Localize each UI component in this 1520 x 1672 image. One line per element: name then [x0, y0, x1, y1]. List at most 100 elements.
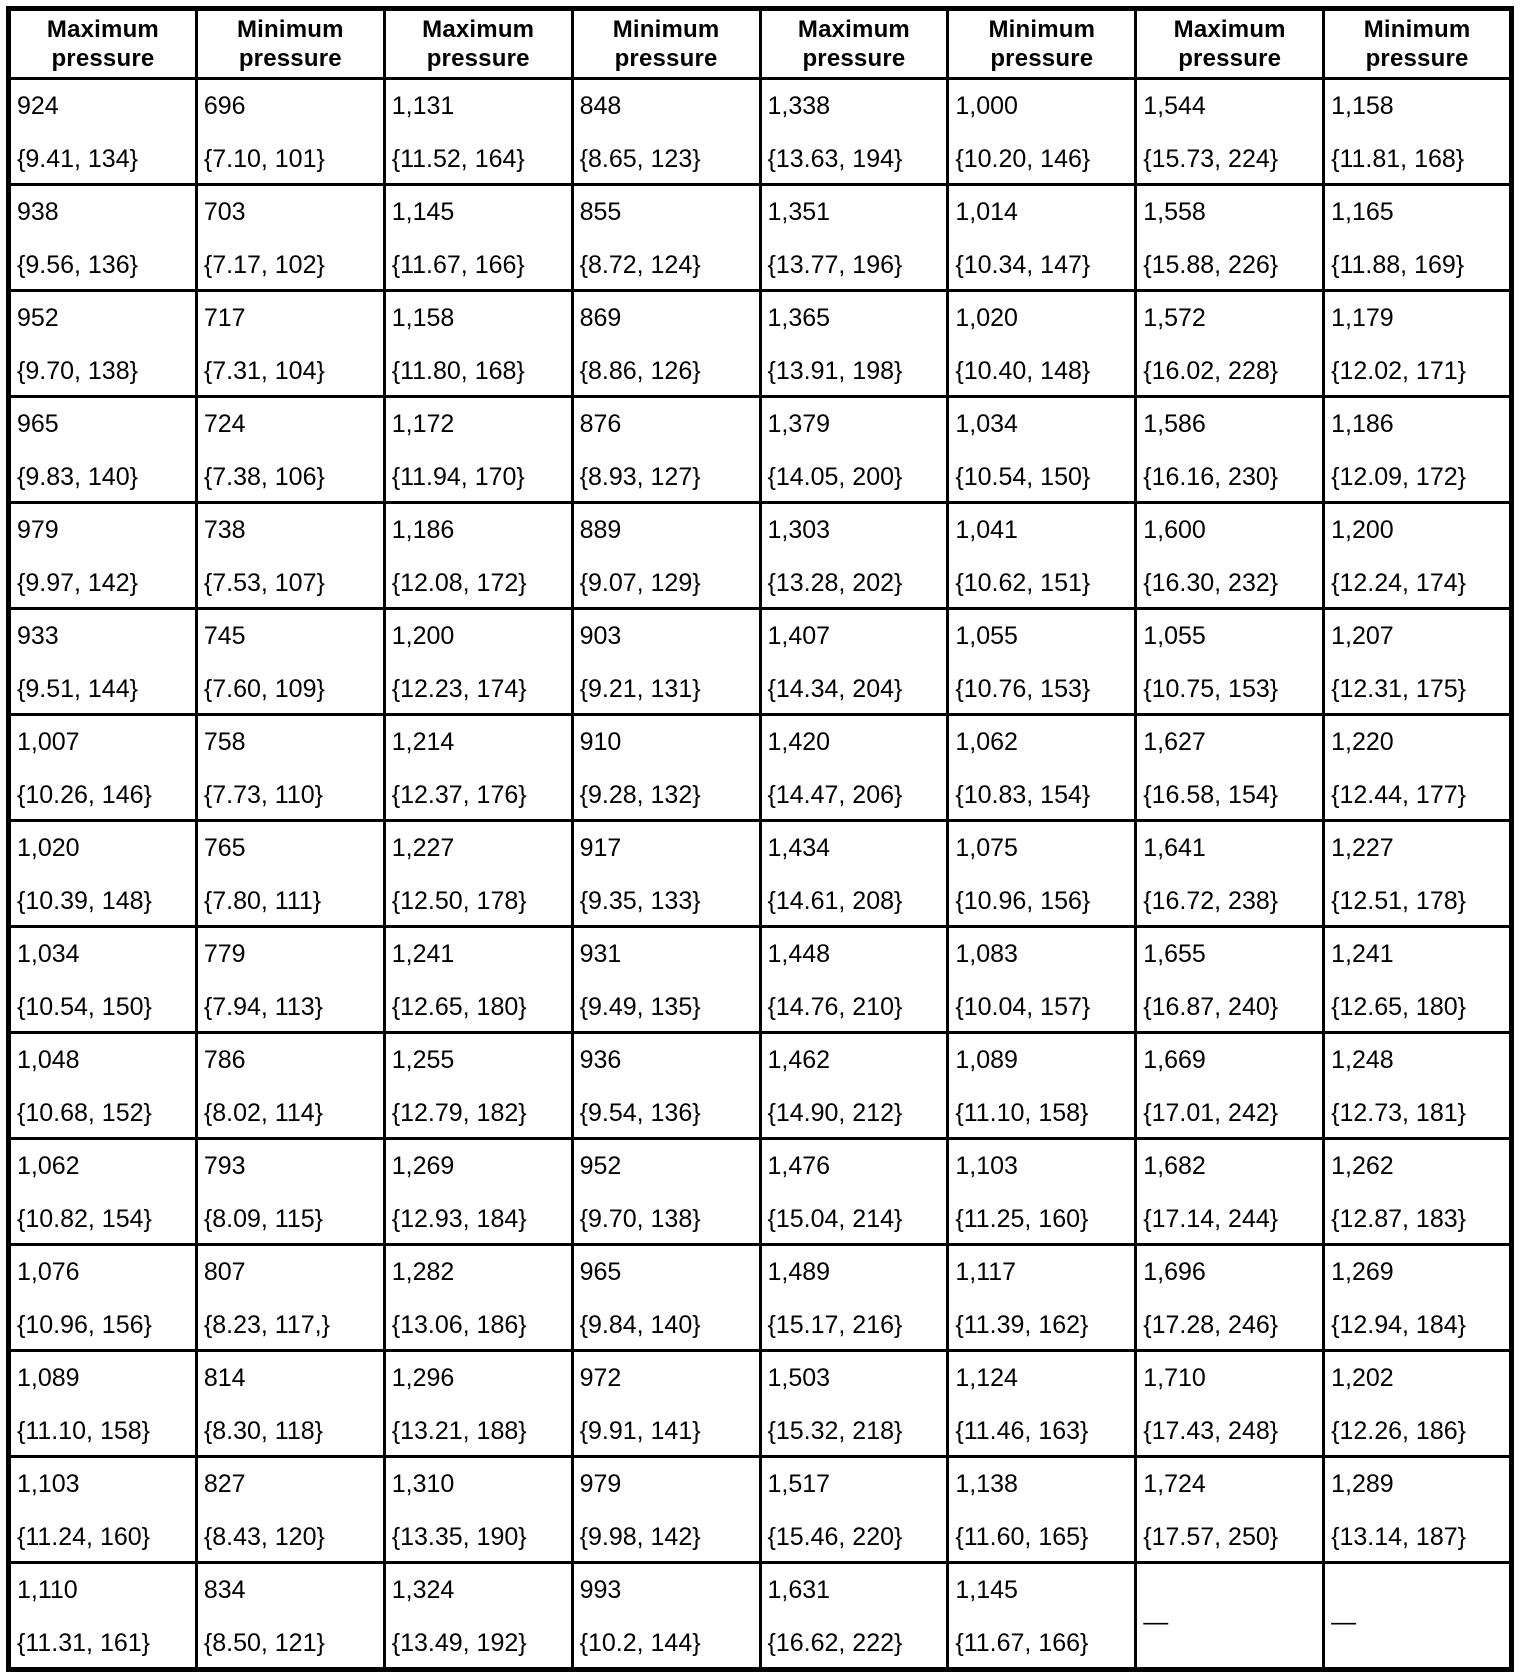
pressure-cell: 793 {8.09, 115}	[194, 1137, 386, 1246]
pressure-cell: 1,627 {16.58, 154}	[1134, 713, 1326, 822]
cell-value: 1,034	[955, 410, 1018, 438]
cell-value: 1,165	[1331, 198, 1394, 226]
cell-pair: {9.35, 133}	[579, 887, 701, 915]
pressure-cell: —	[1134, 1561, 1326, 1671]
cell-pair: {12.08, 172}	[391, 569, 527, 597]
cell-value: 1,007	[17, 728, 80, 756]
pressure-cell: 1,710 {17.43, 248}	[1134, 1349, 1326, 1458]
cell-value: 827	[203, 1470, 246, 1498]
pressure-cell: 993 {10.2, 144}	[570, 1561, 762, 1671]
cell-pair: {12.94, 184}	[1331, 1311, 1466, 1339]
pressure-cell: —	[1322, 1561, 1513, 1671]
cell-value: 1,020	[17, 834, 80, 862]
pressure-cell: 889 {9.07, 129}	[570, 501, 762, 610]
cell-pair: {13.06, 186}	[391, 1311, 527, 1339]
no-data-dash: —	[1143, 1608, 1169, 1636]
cell-value: 1,103	[17, 1470, 80, 1498]
cell-pair: {8.86, 126}	[579, 357, 701, 385]
cell-pair: {10.54, 150}	[955, 463, 1091, 491]
cell-value: 1,075	[955, 834, 1018, 862]
pressure-cell: 1,489 {15.17, 216}	[758, 1243, 950, 1352]
cell-value: 933	[17, 622, 59, 650]
pressure-cell: 1,000 {10.20, 146}	[946, 77, 1138, 186]
cell-value: 1,489	[767, 1258, 831, 1286]
cell-pair: {8.09, 115}	[203, 1205, 323, 1233]
cell-value: 1,310	[391, 1470, 455, 1498]
cell-value: 979	[17, 516, 59, 544]
pressure-cell: 724 {7.38, 106}	[194, 395, 386, 504]
cell-pair: {9.28, 132}	[579, 781, 701, 809]
cell-pair: {16.58, 154}	[1143, 781, 1279, 809]
cell-value: 1,462	[767, 1046, 831, 1074]
cell-pair: {11.80, 168}	[391, 357, 525, 385]
pressure-cell: 965 {9.84, 140}	[570, 1243, 762, 1352]
pressure-cell: 1,241 {12.65, 180}	[1322, 925, 1513, 1034]
cell-value: 793	[203, 1152, 246, 1180]
cell-value: 1,503	[767, 1364, 831, 1392]
column-header-line1: Maximum	[797, 15, 910, 43]
cell-pair: {7.17, 102}	[203, 251, 325, 279]
column-header: Maximum pressure	[1134, 7, 1326, 80]
cell-pair: {7.80, 111}	[203, 887, 322, 915]
pressure-cell: 1,365 {13.91, 198}	[758, 289, 950, 398]
table-row: 1,007 {10.26, 146} 758 {7.73, 110} 1,214 {12.…	[7, 713, 1513, 822]
pressure-cell: 1,041 {10.62, 151}	[946, 501, 1138, 610]
cell-value: 1,379	[767, 410, 831, 438]
column-header-line2: pressure	[238, 45, 342, 72]
table-row: 1,076 {10.96, 156} 807 {8.23, 117,} 1,282 {13…	[7, 1243, 1513, 1352]
cell-value: 965	[579, 1258, 622, 1286]
cell-value: 1,434	[767, 834, 831, 862]
pressure-cell: 1,089 {11.10, 158}	[7, 1349, 198, 1458]
cell-pair: {12.73, 181}	[1331, 1099, 1466, 1127]
cell-pair: {15.04, 214}	[767, 1205, 903, 1233]
column-header-line1: Minimum	[988, 15, 1096, 43]
pressure-cell: 1,048 {10.68, 152}	[7, 1031, 198, 1140]
cell-value: 834	[203, 1576, 246, 1604]
cell-pair: {9.70, 138}	[17, 357, 138, 385]
cell-pair: {10.04, 157}	[955, 993, 1091, 1021]
pressure-cell: 1,476 {15.04, 214}	[758, 1137, 950, 1246]
cell-value: 1,241	[391, 940, 455, 968]
pressure-cell: 814 {8.30, 118}	[194, 1349, 386, 1458]
pressure-cell: 1,503 {15.32, 218}	[758, 1349, 950, 1458]
pressure-cell: 1,172 {11.94, 170}	[382, 395, 574, 504]
cell-pair: {13.14, 187}	[1331, 1523, 1466, 1551]
pressure-cell: 1,631 {16.62, 222}	[758, 1561, 950, 1671]
pressure-cell: 869 {8.86, 126}	[570, 289, 762, 398]
cell-pair: {13.28, 202}	[767, 569, 903, 597]
column-header-line2: pressure	[802, 45, 906, 72]
pressure-cell: 779 {7.94, 113}	[194, 925, 386, 1034]
pressure-cell: 1,124 {11.46, 163}	[946, 1349, 1138, 1458]
pressure-cell: 1,103 {11.24, 160}	[7, 1455, 198, 1564]
pressure-cell: 972 {9.91, 141}	[570, 1349, 762, 1458]
pressure-cell: 827 {8.43, 120}	[194, 1455, 386, 1564]
cell-pair: {9.51, 144}	[17, 675, 138, 703]
cell-value: 1,627	[1143, 728, 1206, 756]
cell-value: 1,269	[391, 1152, 455, 1180]
cell-pair: {7.53, 107}	[203, 569, 325, 597]
pressure-cell: 952 {9.70, 138}	[570, 1137, 762, 1246]
pressure-cell: 1,296 {13.21, 188}	[382, 1349, 574, 1458]
cell-value: 1,476	[767, 1152, 831, 1180]
cell-pair: {14.47, 206}	[767, 781, 903, 809]
pressure-cell: 1,310 {13.35, 190}	[382, 1455, 574, 1564]
pressure-cell: 1,227 {12.51, 178}	[1322, 819, 1513, 928]
pressure-cell: 1,179 {12.02, 171}	[1322, 289, 1513, 398]
pressure-cell: 1,103 {11.25, 160}	[946, 1137, 1138, 1246]
cell-value: 1,655	[1143, 940, 1206, 968]
pressure-cell: 696 {7.10, 101}	[194, 77, 386, 186]
cell-pair: {16.02, 228}	[1143, 357, 1279, 385]
cell-value: 1,124	[955, 1364, 1018, 1392]
pressure-cell: 1,282 {13.06, 186}	[382, 1243, 574, 1352]
cell-value: 889	[579, 516, 622, 544]
pressure-cell: 1,227 {12.50, 178}	[382, 819, 574, 928]
cell-value: 1,055	[1143, 622, 1206, 650]
cell-value: 1,724	[1143, 1470, 1206, 1498]
column-header-line2: pressure	[1365, 45, 1469, 72]
cell-value: 952	[17, 304, 59, 332]
cell-pair: {15.88, 226}	[1143, 251, 1279, 279]
cell-value: 1,048	[17, 1046, 80, 1074]
column-header-line2: pressure	[990, 45, 1094, 72]
cell-pair: {17.14, 244}	[1143, 1205, 1279, 1233]
pressure-cell: 1,572 {16.02, 228}	[1134, 289, 1326, 398]
